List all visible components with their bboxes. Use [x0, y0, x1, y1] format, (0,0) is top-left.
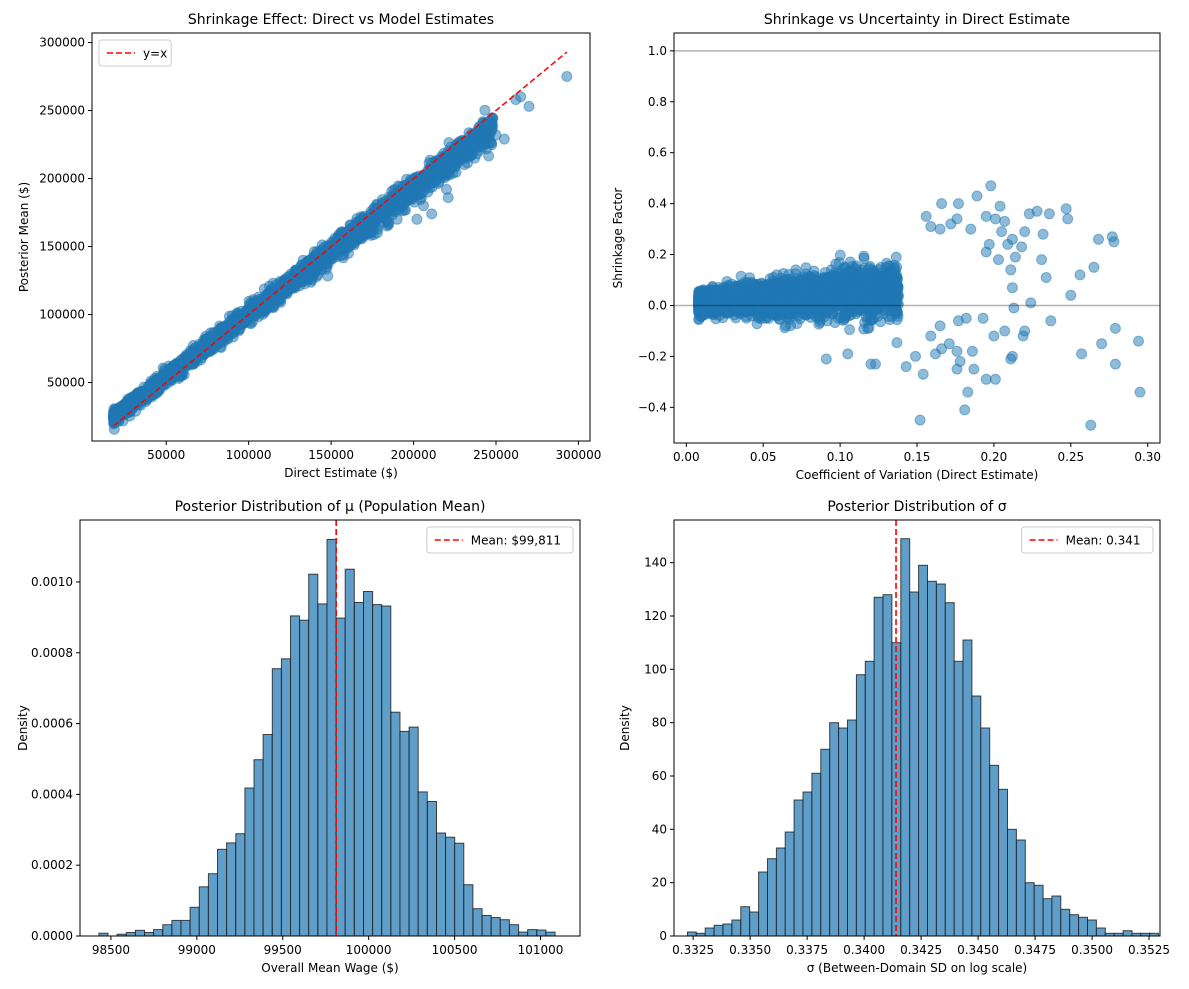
- scatter-point: [360, 224, 372, 236]
- y-tick-label: 50000: [47, 376, 85, 390]
- scatter-point: [151, 370, 163, 382]
- axes-frame: [91, 32, 591, 442]
- y-tick-label: 150000: [39, 240, 85, 254]
- plot-area: [674, 50, 1160, 431]
- x-tick-label: 300000: [556, 448, 602, 462]
- scatter-point: [392, 180, 404, 192]
- chart-title: Shrinkage Effect: Direct vs Model Estima…: [188, 12, 494, 28]
- x-tick-label: 50000: [147, 448, 185, 462]
- scatter-point: [447, 167, 459, 179]
- scatter-point: [523, 100, 535, 112]
- scatter-point: [454, 145, 466, 157]
- scatter-point: [844, 324, 856, 336]
- scatter-point: [354, 232, 366, 244]
- scatter-point: [184, 345, 196, 357]
- scatter-point: [404, 193, 416, 205]
- scatter-point: [477, 141, 489, 153]
- scatter-point: [483, 150, 495, 162]
- scatter-point: [204, 335, 216, 347]
- scatter-point: [298, 269, 310, 281]
- scatter-point: [483, 118, 495, 130]
- y-tick-label: 250000: [39, 104, 85, 118]
- scatter-point: [441, 183, 452, 195]
- x-axis-label: Direct Estimate ($): [284, 466, 398, 480]
- scatter-point: [479, 104, 491, 116]
- scatter-point: [418, 200, 429, 212]
- scatter-point: [445, 154, 457, 166]
- scatter-point: [342, 241, 354, 252]
- scatter-point: [414, 182, 426, 193]
- scatter-point: [800, 262, 812, 274]
- scatter-point: [426, 208, 438, 220]
- scatter-point: [834, 249, 846, 261]
- x-tick-label: 150000: [308, 448, 354, 462]
- scatter-point: [393, 194, 405, 206]
- scatter-point: [858, 250, 870, 262]
- scatter-point: [108, 413, 120, 425]
- scatter-point: [474, 132, 485, 144]
- x-tick-label: 200000: [391, 448, 437, 462]
- scatter-point: [371, 227, 383, 239]
- scatter-point: [434, 167, 446, 179]
- scatter-point: [251, 296, 263, 308]
- scatter-point: [121, 402, 132, 414]
- scatter-point: [515, 91, 527, 103]
- scatter-point: [460, 152, 472, 164]
- scatter-point: [320, 261, 332, 273]
- scatter-point: [132, 387, 144, 399]
- chart-tr: 0.00 0.05 0.10 0.15 0.20 0.25 0.30−0.4−0.20.00…: [611, 12, 1161, 482]
- scatter-point: [383, 216, 395, 228]
- scatter-point: [890, 251, 902, 263]
- scatter-point: [411, 213, 423, 225]
- chart-tl: 50000 100000 150000 200000 250000 300000 50000…: [17, 12, 601, 480]
- y-tick-label: 300000: [39, 36, 85, 50]
- x-tick-label: 250000: [473, 448, 519, 462]
- y-tick-label: 100000: [39, 308, 85, 322]
- scatter-point: [182, 354, 194, 366]
- plot-area: [107, 51, 573, 435]
- legend-label: y=x: [143, 47, 167, 61]
- y-tick-label: 200000: [39, 172, 85, 186]
- scatter-point: [464, 137, 476, 149]
- reference-line-yx: [112, 51, 568, 427]
- scatter-point: [561, 71, 573, 82]
- scatter-point: [273, 294, 285, 306]
- scatter-point: [891, 337, 903, 349]
- legend-box: [98, 39, 172, 67]
- legend: y=x: [98, 39, 172, 67]
- scatter-point: [490, 129, 502, 141]
- x-tick-label: 100000: [226, 448, 272, 462]
- scatter-point: [250, 307, 262, 319]
- scatter-point: [167, 369, 179, 381]
- y-axis-label: Posterior Mean ($): [17, 182, 31, 292]
